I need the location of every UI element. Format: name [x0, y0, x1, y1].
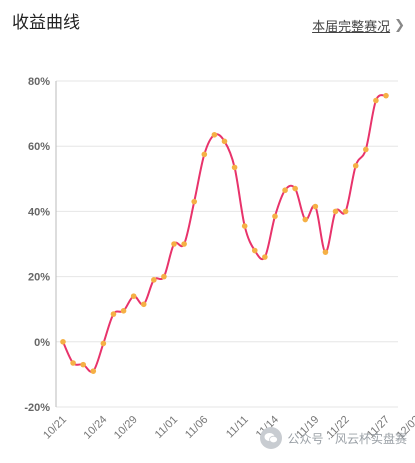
data-point [272, 213, 278, 220]
data-point [332, 208, 339, 215]
data-point [130, 293, 137, 299]
wechat-icon [259, 427, 282, 449]
data-point [322, 249, 329, 255]
data-point [110, 311, 117, 317]
data-point [342, 208, 349, 215]
data-point [292, 185, 298, 192]
data-point [100, 340, 107, 347]
data-point [241, 223, 248, 229]
data-point [171, 241, 177, 247]
chart-title: 收益曲线 [12, 13, 80, 33]
data-point [151, 277, 157, 283]
x-tick-label: 10/24 [82, 414, 110, 442]
x-tick-label: 11/11 [224, 414, 251, 441]
y-tick-label: -20% [24, 402, 50, 414]
watermark-text: 公众号 · 风云杯实盘赛 [287, 431, 407, 446]
data-point [80, 361, 86, 368]
y-tick-label: 60% [28, 141, 50, 153]
y-tick-label: 80% [28, 76, 50, 88]
data-point [312, 203, 319, 210]
data-point [363, 146, 369, 153]
data-point [373, 97, 379, 104]
x-tick-label: 11/01 [153, 414, 180, 441]
data-point [201, 151, 208, 158]
data-point [282, 187, 288, 194]
data-point [231, 164, 238, 171]
data-point [302, 216, 309, 223]
y-tick-label: 40% [28, 206, 50, 218]
data-point [140, 301, 147, 308]
data-point [120, 308, 127, 314]
watermark: 公众号 · 风云杯实盘赛 [259, 427, 407, 449]
data-point [352, 162, 359, 169]
series-line [62, 94, 387, 373]
y-tick-label: 20% [28, 272, 50, 284]
data-point [251, 247, 258, 254]
x-tick-label: 10/29 [112, 414, 140, 442]
chevron-right-icon: ❯ [394, 18, 405, 33]
data-point [383, 92, 389, 99]
full-results-link-label: 本届完整赛况 [312, 20, 391, 35]
data-point [221, 138, 228, 145]
data-point [70, 360, 76, 366]
full-results-link[interactable]: 本届完整赛况 ❯ [312, 16, 405, 35]
data-point [90, 368, 97, 374]
data-point [191, 198, 198, 205]
data-point [181, 241, 187, 247]
data-point [161, 273, 167, 280]
data-point [211, 131, 218, 138]
x-tick-label: 11/06 [183, 414, 210, 441]
data-point [262, 254, 268, 260]
data-point [60, 339, 66, 345]
y-tick-label: 0% [34, 337, 50, 349]
x-tick-label: 10/21 [41, 414, 69, 442]
